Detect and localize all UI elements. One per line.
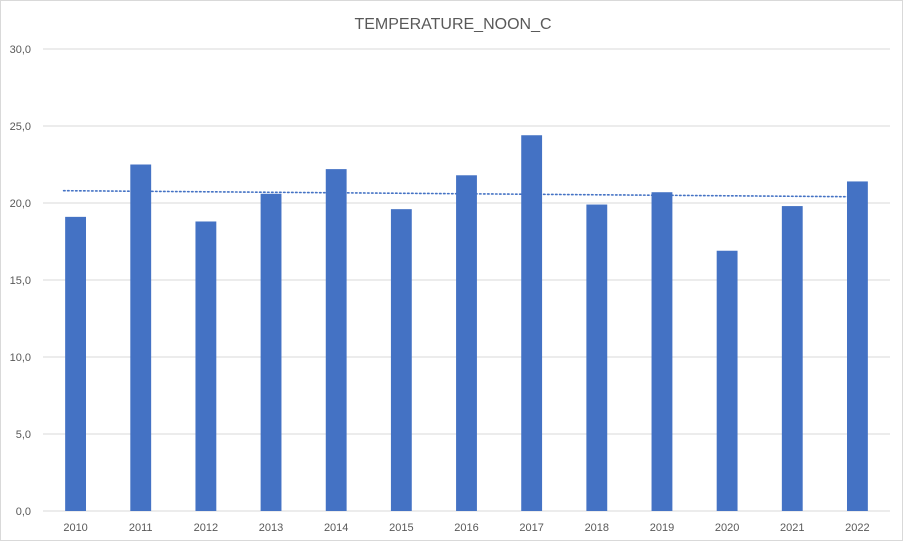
y-tick-label: 30,0 — [10, 44, 31, 56]
bar-2010 — [65, 216, 87, 512]
x-tick-label: 2011 — [129, 522, 153, 534]
x-tick-label: 2010 — [63, 522, 87, 534]
x-tick-label: 2014 — [324, 522, 348, 534]
y-axis-tick-labels: 0,0 5,0 10,0 15,0 20,0 25,0 30,0 — [10, 44, 31, 518]
y-tick-label: 25,0 — [10, 121, 31, 133]
x-tick-label: 2015 — [389, 522, 413, 534]
bar-2012 — [195, 221, 217, 512]
x-tick-label: 2017 — [519, 522, 543, 534]
x-tick-label: 2020 — [715, 522, 739, 534]
bar-2015 — [390, 209, 412, 511]
bar-2019 — [651, 192, 673, 511]
chart-title: TEMPERATURE_NOON_C — [354, 16, 551, 33]
x-tick-label: 2018 — [585, 522, 609, 534]
x-axis-tick-labels: 2010 2011 2012 2013 2014 2015 2016 2017 2018 2019… — [63, 522, 869, 534]
bar-2017 — [521, 135, 543, 512]
bar-2020 — [716, 250, 738, 512]
bars — [65, 135, 868, 512]
bar-2018 — [586, 204, 608, 512]
x-tick-label: 2013 — [259, 522, 283, 534]
x-tick-label: 2022 — [845, 522, 869, 534]
x-tick-label: 2012 — [194, 522, 218, 534]
y-tick-label: 0,0 — [16, 506, 31, 518]
y-tick-label: 10,0 — [10, 352, 31, 364]
x-tick-label: 2021 — [780, 522, 804, 534]
x-tick-label: 2016 — [454, 522, 478, 534]
y-tick-label: 15,0 — [10, 275, 31, 287]
x-tick-label: 2019 — [650, 522, 674, 534]
bar-2013 — [260, 193, 282, 511]
trendline — [62, 189, 869, 198]
bar-2022 — [846, 181, 868, 511]
bar-2016 — [456, 175, 477, 511]
bar-2021 — [781, 206, 803, 511]
bar-2014 — [325, 169, 347, 511]
bar-2011 — [130, 164, 152, 511]
trendline-layer — [62, 189, 869, 198]
y-tick-label: 5,0 — [16, 429, 31, 441]
y-tick-label: 20,0 — [10, 198, 31, 210]
